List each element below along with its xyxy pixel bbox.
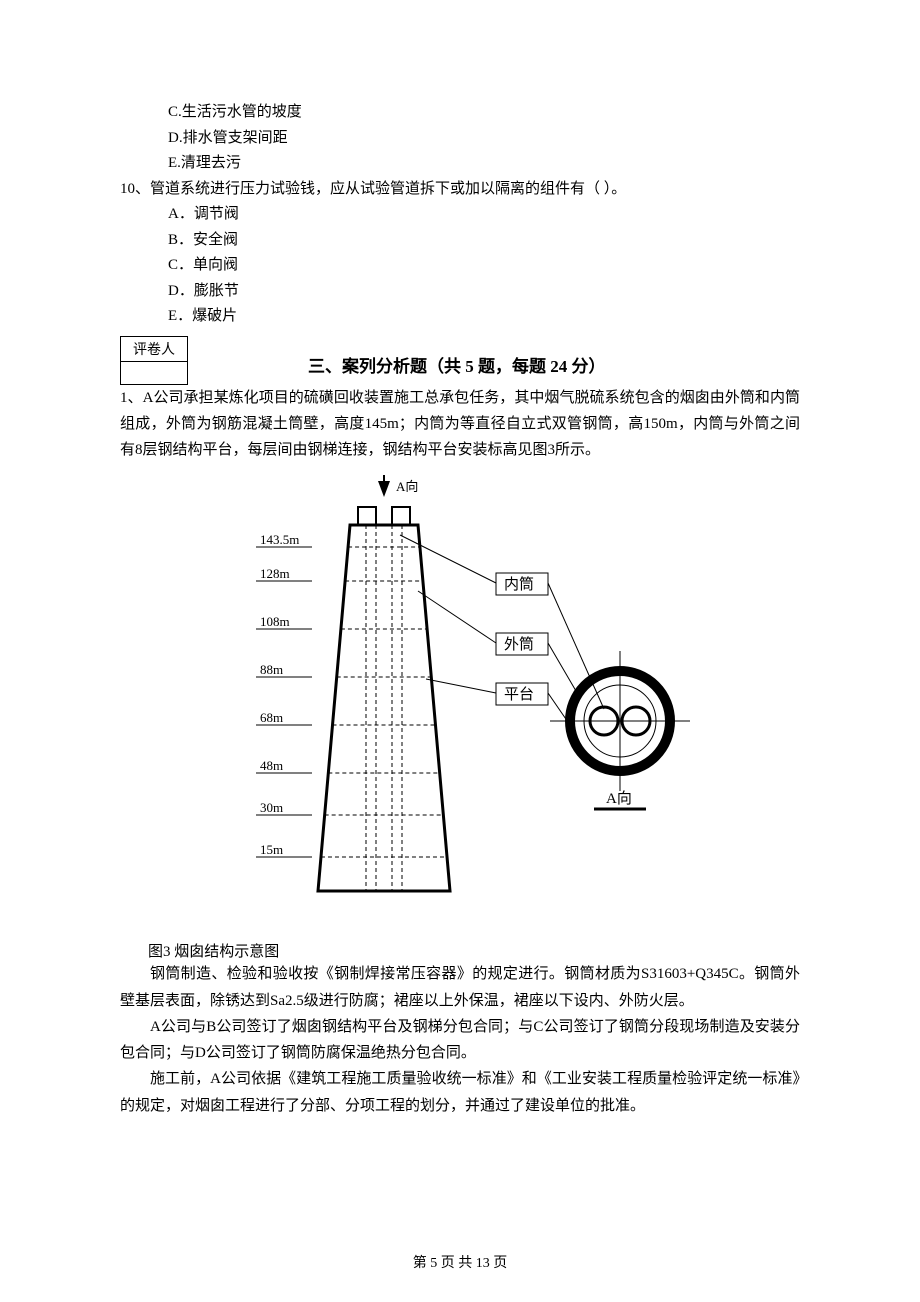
preoption-d: D.排水管支架间距: [120, 126, 800, 152]
chimney-diagram: A向 143.5m 128m 108m 88m 68m 48m 30m 15m 内筒外筒平台 A向: [200, 471, 720, 931]
svg-text:30m: 30m: [260, 800, 283, 815]
body-para-1: 钢筒制造、检验和验收按《钢制焊接常压容器》的规定进行。钢筒材质为S31603+Q…: [120, 961, 800, 1014]
section-title: 三、案列分析题（共 5 题，每题 24 分）: [308, 352, 800, 377]
footer-total: 13: [476, 1256, 490, 1271]
footer-suffix: 页: [490, 1256, 508, 1271]
preoption-e: E.清理去污: [120, 151, 800, 177]
grader-label: 评卷人: [121, 336, 188, 361]
q10-opt-b: B．安全阀: [120, 228, 800, 254]
svg-text:143.5m: 143.5m: [260, 532, 299, 547]
svg-text:A向: A向: [396, 479, 418, 494]
figure-3: A向 143.5m 128m 108m 88m 68m 48m 30m 15m 内筒外筒平台 A向: [120, 471, 800, 936]
svg-text:68m: 68m: [260, 710, 283, 725]
svg-text:外筒: 外筒: [504, 636, 534, 653]
page-footer: 第 5 页 共 13 页: [0, 1252, 920, 1272]
svg-text:88m: 88m: [260, 662, 283, 677]
footer-middle: 页 共: [437, 1256, 476, 1271]
q10-opt-a: A．调节阀: [120, 202, 800, 228]
page: C.生活污水管的坡度 D.排水管支架间距 E.清理去污 10、管道系统进行压力试…: [0, 0, 920, 1302]
body-para-3: 施工前，A公司依据《建筑工程施工质量验收统一标准》和《工业安装工程质量检验评定统…: [120, 1066, 800, 1119]
q10-opt-c: C．单向阀: [120, 253, 800, 279]
svg-text:内筒: 内筒: [504, 576, 534, 593]
svg-text:15m: 15m: [260, 842, 283, 857]
figure-caption: 图3 烟囱结构示意图: [120, 940, 800, 961]
body-para-2: A公司与B公司签订了烟囱钢结构平台及钢梯分包合同；与C公司签订了钢筒分段现场制造…: [120, 1014, 800, 1067]
q10-opt-e: E．爆破片: [120, 304, 800, 330]
footer-prefix: 第: [413, 1256, 431, 1271]
q10-opt-d: D．膨胀节: [120, 279, 800, 305]
svg-text:108m: 108m: [260, 614, 290, 629]
q10-stem: 10、管道系统进行压力试验钱，应从试验管道拆下或加以隔离的组件有（ ）。: [120, 177, 800, 203]
case1-stem: 1、A公司承担某炼化项目的硫磺回收装置施工总承包任务，其中烟气脱硫系统包含的烟囱…: [120, 385, 800, 464]
svg-text:A向: A向: [606, 790, 632, 807]
grader-box: 评卷人: [120, 336, 188, 385]
svg-text:48m: 48m: [260, 758, 283, 773]
svg-text:平台: 平台: [504, 686, 534, 703]
grader-blank: [121, 361, 188, 384]
svg-text:128m: 128m: [260, 566, 290, 581]
preoption-c: C.生活污水管的坡度: [120, 100, 800, 126]
